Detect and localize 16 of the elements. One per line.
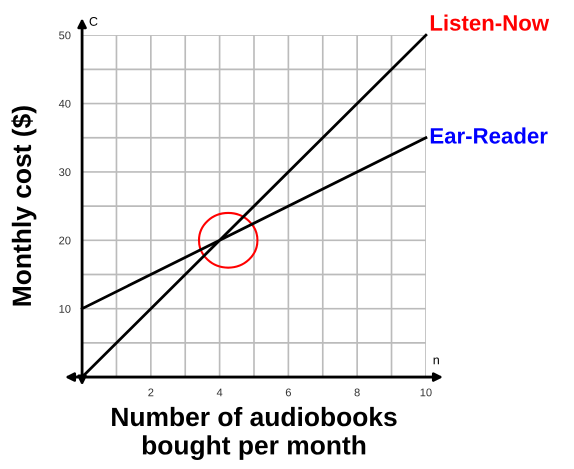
series-label: Ear-Reader — [430, 127, 548, 144]
x-tick-label: 8 — [354, 388, 360, 396]
series-label: Listen-Now — [430, 14, 550, 31]
x-tick-label: 6 — [286, 388, 291, 396]
y-tick-label: 30 — [59, 168, 71, 176]
text: C — [90, 17, 98, 26]
y-axis-title: Monthly cost ($) — [11, 106, 36, 306]
x-tick-label: 4 — [216, 388, 222, 396]
x-tick-label: 10 — [420, 388, 432, 396]
y-tick-label: 20 — [59, 236, 71, 244]
x-tick-label: 2 — [148, 388, 154, 396]
x-axis-title: Number of audiobooks bought per month — [112, 406, 397, 460]
y-tick-label: 10 — [59, 304, 71, 313]
text: n — [434, 358, 439, 364]
y-tick-label: 40 — [58, 100, 71, 108]
y-tick-label: 50 — [59, 31, 71, 40]
